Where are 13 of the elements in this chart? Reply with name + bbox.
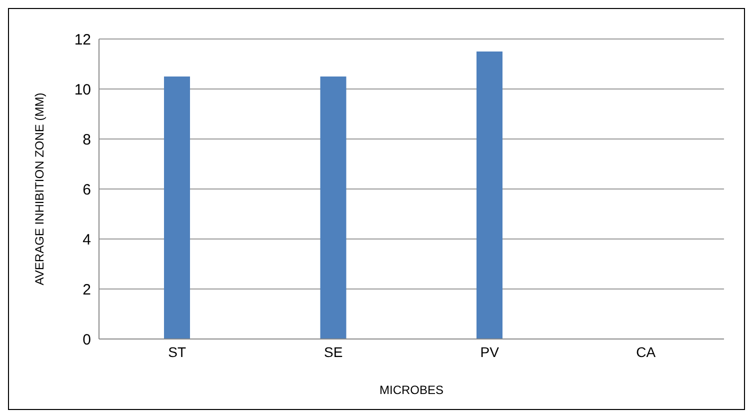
- y-tick-label: 8: [82, 131, 91, 148]
- x-tick-label: CA: [636, 344, 656, 360]
- y-tick-label: 2: [82, 281, 91, 298]
- y-tick-label: 4: [82, 231, 91, 248]
- x-axis-title: MICROBES: [379, 383, 444, 397]
- y-tick-label: 0: [82, 331, 91, 348]
- y-axis-title: AVERAGE INHIBITION ZONE (MM): [32, 92, 46, 286]
- x-tick-label: PV: [480, 344, 500, 360]
- y-tick-label: 6: [82, 181, 91, 198]
- x-tick-label: ST: [168, 344, 187, 360]
- x-tick-label: SE: [324, 344, 343, 360]
- y-tick-label: 12: [74, 31, 91, 48]
- y-tick-label: 10: [74, 81, 91, 98]
